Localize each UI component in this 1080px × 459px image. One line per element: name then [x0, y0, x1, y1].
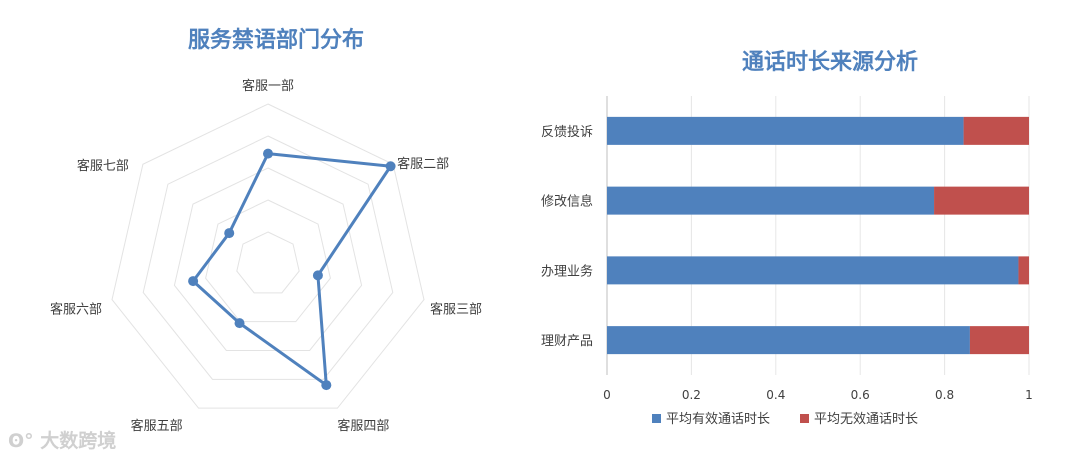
radar-gridline	[236, 231, 300, 294]
bar-category-label: 修改信息	[541, 194, 593, 210]
bar-x-tick-label: 0.8	[935, 388, 954, 402]
radar-series-line	[191, 152, 393, 387]
legend-label: 平均有效通话时长	[666, 412, 770, 427]
radar-data-point	[321, 380, 332, 391]
radar-data-point	[385, 161, 396, 172]
radar-category-label: 客服七部	[77, 158, 129, 174]
legend-label: 平均无效通话时长	[814, 412, 918, 427]
watermark-text: 大数跨境	[40, 430, 117, 452]
radar-data-point	[312, 270, 323, 281]
bar-x-tick-label: 0.6	[851, 388, 870, 402]
radar-category-label: 客服六部	[50, 302, 102, 318]
bar-segment	[607, 186, 935, 215]
radar-chart-title: 服务禁语部门分布	[187, 28, 364, 53]
radar-category-label: 客服一部	[242, 78, 294, 94]
radar-category-label: 客服四部	[337, 418, 389, 434]
radar-data-point	[234, 318, 245, 329]
radar-gridline	[173, 167, 363, 351]
radar-data-point	[188, 276, 199, 287]
weibo-icon: ʘ°	[8, 430, 34, 452]
bar-x-tick-label: 0.4	[766, 388, 785, 402]
radar-category-label: 客服三部	[430, 302, 482, 318]
bar-segment	[969, 326, 1029, 355]
bar-segment	[607, 116, 964, 145]
legend-swatch	[800, 414, 809, 423]
bar-segment	[607, 256, 1019, 285]
radar-category-label: 客服二部	[397, 156, 449, 172]
radar-gridline	[205, 199, 331, 323]
radar-data-point	[224, 228, 235, 239]
bar-x-tick-label: 0	[603, 388, 611, 402]
bar-category-label: 理财产品	[541, 334, 593, 349]
bar-x-tick-label: 1	[1025, 388, 1033, 402]
bar-segment	[1018, 256, 1029, 285]
radar-data-point	[263, 148, 273, 159]
radar-gridline	[142, 135, 394, 380]
watermark-logo: ʘ° 大数跨境	[8, 426, 116, 453]
bar-category-label: 办理业务	[541, 263, 593, 279]
bar-segment	[934, 186, 1029, 215]
bar-x-tick-label: 0.2	[682, 388, 701, 402]
bar-category-label: 反馈投诉	[541, 124, 593, 140]
bar-segment	[963, 116, 1029, 145]
legend-swatch	[652, 414, 661, 423]
bar-chart-title: 通话时长来源分析	[741, 50, 918, 75]
radar-category-label: 客服五部	[131, 418, 183, 434]
radar-gridline	[111, 103, 425, 409]
bar-segment	[607, 326, 970, 355]
